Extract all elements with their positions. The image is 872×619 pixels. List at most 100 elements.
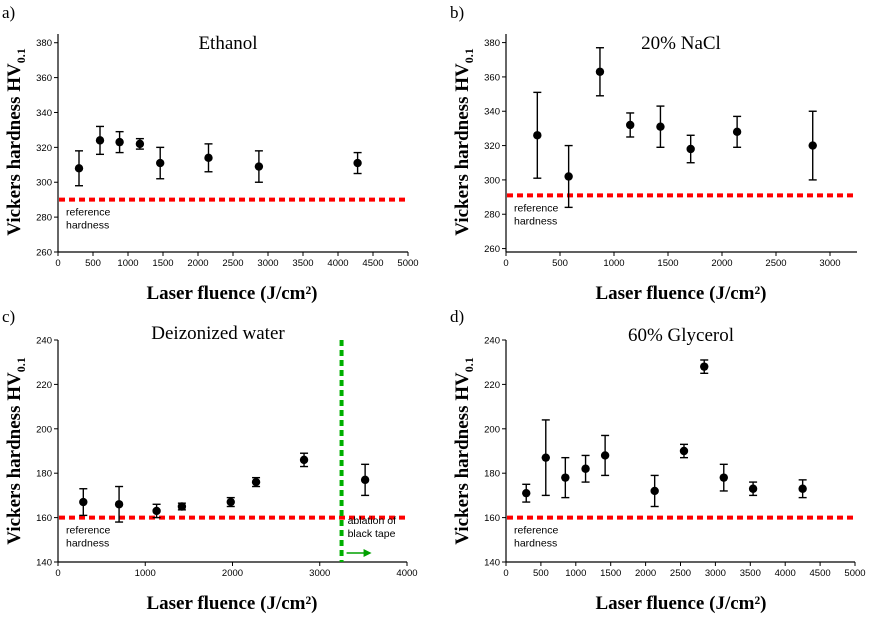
data-point — [808, 141, 817, 150]
x-tick-label: 4000 — [396, 568, 417, 579]
reference-label-line2: hardness — [66, 538, 109, 550]
reference-label-line2: hardness — [514, 538, 557, 550]
y-axis-label-main: Vickers hardness HV — [4, 372, 25, 545]
x-tick-label: 0 — [503, 568, 508, 579]
y-tick-label: 360 — [36, 73, 52, 84]
x-axis-label: Laser fluence (J/cm²) — [595, 593, 766, 614]
data-point — [533, 131, 542, 140]
x-tick-label: 2500 — [222, 258, 243, 269]
panel-3: c) Deizonized water 140 160 180 200 220 240 0 100… — [2, 307, 418, 614]
y-tick-label: 140 — [484, 558, 500, 569]
panel-letter: c) — [2, 307, 15, 326]
x-tick-label: 3000 — [819, 258, 840, 269]
x-tick-label: 1500 — [600, 568, 621, 579]
data-point — [299, 455, 309, 465]
data-point — [541, 453, 550, 462]
y-tick-label: 380 — [36, 38, 52, 49]
x-tick-label: 3000 — [257, 258, 278, 269]
x-tick-label: 500 — [533, 568, 549, 579]
data-point — [656, 122, 665, 131]
y-axis-label-main: Vickers hardness HV — [452, 63, 473, 236]
reference-label-line1: reference — [514, 525, 559, 537]
x-tick-label: 2000 — [187, 258, 208, 269]
x-tick-label: 2500 — [670, 568, 691, 579]
x-tick-label: 500 — [552, 258, 568, 269]
data-point — [732, 127, 742, 137]
y-tick-label: 180 — [36, 469, 52, 480]
y-tick-label: 220 — [484, 380, 500, 391]
data-point — [156, 158, 165, 168]
ablation-label-line1: ablation of — [348, 515, 397, 527]
panel-title: Deizonized water — [151, 323, 285, 344]
x-tick-label: 4500 — [362, 258, 383, 269]
y-axis-label-main: Vickers hardness HV — [452, 372, 473, 545]
y-axis-label-sub: 0.1 — [14, 48, 28, 63]
x-tick-label: 3000 — [309, 568, 330, 579]
data-point — [679, 446, 689, 456]
x-tick-label: 5000 — [397, 258, 418, 269]
panel-4: d) 60% Glycerol 140 160 180 200 220 240 0 500 1000… — [450, 307, 866, 614]
reference-label-line2: hardness — [514, 215, 557, 227]
data-point — [748, 484, 758, 493]
x-tick-label: 4000 — [775, 568, 796, 579]
y-tick-label: 340 — [484, 107, 500, 118]
data-point — [152, 506, 161, 516]
data-point — [595, 67, 605, 76]
y-tick-label: 280 — [484, 210, 500, 221]
x-tick-label: 4000 — [327, 258, 348, 269]
x-tick-label: 1000 — [117, 258, 138, 269]
x-axis-label: Laser fluence (J/cm²) — [595, 283, 766, 304]
data-point — [114, 500, 124, 509]
data-point — [798, 484, 807, 493]
y-tick-label: 240 — [36, 336, 52, 347]
y-tick-label: 160 — [484, 513, 500, 524]
x-axis-label: Laser fluence (J/cm²) — [146, 283, 317, 304]
x-tick-label: 500 — [85, 258, 101, 269]
panel-letter: d) — [450, 307, 464, 326]
x-tick-label: 1500 — [657, 258, 678, 269]
y-tick-label: 300 — [484, 175, 500, 186]
y-tick-label: 200 — [36, 424, 52, 435]
y-axis-label: Vickers hardness HV0.1 — [452, 357, 476, 544]
x-axis-label: Laser fluence (J/cm²) — [146, 593, 317, 614]
x-tick-label: 2000 — [635, 568, 656, 579]
y-tick-label: 320 — [484, 141, 500, 152]
reference-label-line1: reference — [66, 207, 111, 219]
data-point — [254, 162, 264, 171]
x-tick-label: 4500 — [810, 568, 831, 579]
data-point — [686, 144, 695, 154]
panel-1: a) Ethanol 260 280 300 320 340 360 380 0 500 1000 15… — [2, 3, 419, 304]
y-tick-label: 180 — [484, 469, 500, 480]
y-axis-label: Vickers hardness HV0.1 — [452, 48, 476, 235]
y-tick-label: 140 — [36, 558, 52, 569]
x-tick-label: 0 — [55, 568, 60, 579]
reference-label-line1: reference — [66, 525, 111, 537]
data-point — [600, 451, 610, 460]
x-tick-label: 1000 — [565, 568, 586, 579]
data-point — [700, 362, 709, 371]
data-point — [95, 136, 105, 145]
y-tick-label: 240 — [484, 336, 500, 347]
reference-label-line1: reference — [514, 202, 559, 214]
y-tick-label: 200 — [484, 424, 500, 435]
data-point — [564, 172, 573, 181]
y-tick-label: 160 — [36, 513, 52, 524]
y-axis-label: Vickers hardness HV0.1 — [4, 48, 28, 235]
ablation-label-line2: black tape — [348, 528, 396, 540]
data-point — [581, 464, 590, 473]
y-tick-label: 220 — [36, 380, 52, 391]
y-tick-label: 280 — [36, 213, 52, 224]
panel-letter: a) — [2, 3, 15, 22]
y-tick-label: 340 — [36, 108, 52, 119]
panel-2: b) 20% NaCl 260 280 300 320 340 360 380 0 500 1000 1… — [450, 3, 857, 304]
data-point — [177, 502, 187, 511]
data-point — [74, 164, 84, 173]
y-axis-label-sub: 0.1 — [462, 357, 476, 372]
y-tick-label: 380 — [484, 38, 500, 49]
data-point — [204, 153, 213, 163]
data-point — [79, 497, 88, 507]
panel-title: 60% Glycerol — [628, 325, 734, 346]
y-tick-label: 360 — [484, 72, 500, 83]
x-tick-label: 2000 — [222, 568, 243, 579]
